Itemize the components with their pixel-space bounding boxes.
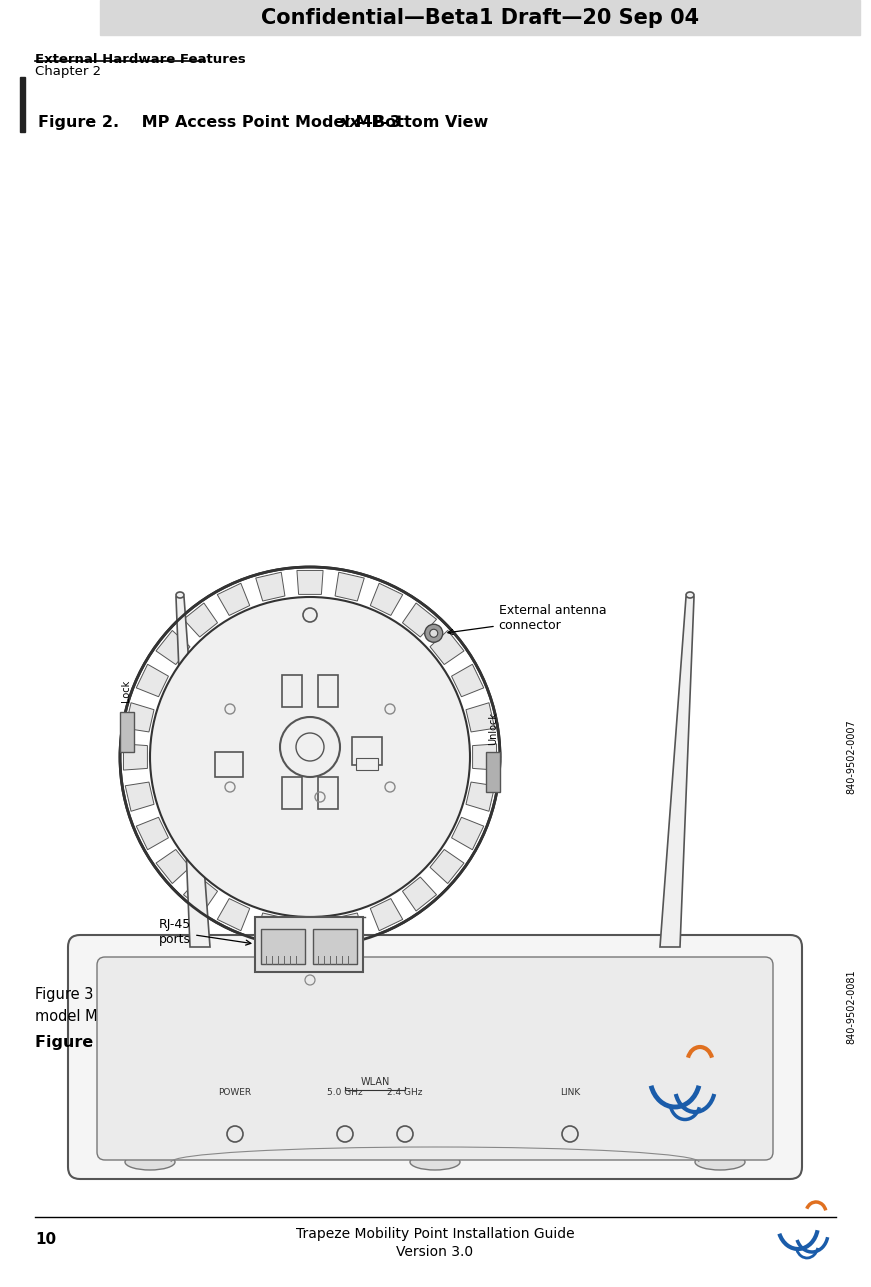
Polygon shape bbox=[370, 898, 402, 931]
Text: WLAN: WLAN bbox=[361, 1077, 389, 1088]
Text: Lock: Lock bbox=[121, 680, 131, 701]
Text: 840-9502-0007: 840-9502-0007 bbox=[846, 719, 856, 794]
Polygon shape bbox=[430, 849, 464, 884]
Text: Version 3.0: Version 3.0 bbox=[396, 1245, 474, 1259]
Polygon shape bbox=[125, 782, 154, 811]
Bar bbox=[261, 929, 305, 964]
Polygon shape bbox=[217, 898, 250, 931]
Bar bbox=[356, 758, 378, 770]
Polygon shape bbox=[466, 782, 495, 811]
Bar bbox=[255, 918, 363, 972]
Text: 840-9502-0081: 840-9502-0081 bbox=[846, 969, 856, 1044]
Polygon shape bbox=[466, 703, 495, 732]
Polygon shape bbox=[451, 817, 483, 849]
Polygon shape bbox=[430, 631, 464, 664]
Text: Confidential—Beta1 Draft—20 Sep 04: Confidential—Beta1 Draft—20 Sep 04 bbox=[261, 8, 699, 28]
Text: 2.4 GHz: 2.4 GHz bbox=[388, 1088, 422, 1097]
Bar bbox=[282, 674, 302, 707]
Text: Figure 2.    MP Access Point Model MP-3: Figure 2. MP Access Point Model MP-3 bbox=[38, 115, 401, 130]
Polygon shape bbox=[256, 573, 285, 601]
Polygon shape bbox=[297, 920, 323, 943]
Text: model MP-52.: model MP-52. bbox=[35, 1009, 135, 1024]
Text: 10: 10 bbox=[35, 1232, 56, 1247]
Text: External antenna
connector: External antenna connector bbox=[448, 605, 606, 634]
Polygon shape bbox=[124, 744, 147, 770]
Polygon shape bbox=[184, 604, 218, 637]
Text: Figure 3.    MP Access Point Model MP-52—Front View: Figure 3. MP Access Point Model MP-52—Fr… bbox=[35, 1035, 522, 1050]
Ellipse shape bbox=[176, 592, 184, 598]
Text: Port 1: Port 1 bbox=[319, 994, 355, 1006]
Polygon shape bbox=[370, 583, 402, 615]
Polygon shape bbox=[473, 744, 496, 770]
Bar bbox=[282, 777, 302, 810]
Text: Figure 3 and Figure 4 show the external hardware features of MP access point: Figure 3 and Figure 4 show the external … bbox=[35, 987, 605, 1003]
Text: Unlock: Unlock bbox=[488, 712, 498, 745]
Polygon shape bbox=[335, 912, 364, 942]
Bar bbox=[100, 0, 860, 35]
Ellipse shape bbox=[410, 1154, 460, 1170]
Ellipse shape bbox=[125, 1154, 175, 1170]
Text: LINK: LINK bbox=[560, 1088, 580, 1097]
Polygon shape bbox=[217, 583, 250, 615]
Bar bbox=[318, 777, 338, 810]
Text: Chapter 2: Chapter 2 bbox=[35, 66, 101, 79]
Polygon shape bbox=[136, 817, 168, 849]
Bar bbox=[313, 929, 357, 964]
Ellipse shape bbox=[695, 1154, 745, 1170]
Text: —Bottom View: —Bottom View bbox=[357, 115, 489, 130]
Polygon shape bbox=[176, 597, 210, 947]
Circle shape bbox=[425, 624, 442, 642]
Polygon shape bbox=[156, 849, 190, 884]
Polygon shape bbox=[136, 664, 168, 696]
Circle shape bbox=[150, 597, 470, 918]
Bar bbox=[352, 737, 382, 764]
Bar bbox=[120, 712, 134, 752]
Bar bbox=[20, 77, 25, 133]
Text: Trapeze Mobility Point Installation Guide: Trapeze Mobility Point Installation Guid… bbox=[295, 1227, 574, 1241]
Bar bbox=[215, 752, 243, 777]
FancyBboxPatch shape bbox=[68, 934, 802, 1179]
Polygon shape bbox=[335, 573, 364, 601]
Ellipse shape bbox=[686, 592, 694, 598]
Polygon shape bbox=[402, 876, 436, 911]
Text: xx: xx bbox=[340, 115, 361, 130]
Polygon shape bbox=[125, 703, 154, 732]
Text: Port 2: Port 2 bbox=[267, 994, 303, 1006]
Text: RJ-45
ports: RJ-45 ports bbox=[159, 918, 251, 946]
Polygon shape bbox=[402, 604, 436, 637]
Bar bbox=[318, 674, 338, 707]
Text: POWER: POWER bbox=[219, 1088, 252, 1097]
Polygon shape bbox=[660, 597, 694, 947]
Bar bbox=[486, 752, 500, 792]
Polygon shape bbox=[184, 876, 218, 911]
Text: External Hardware Features: External Hardware Features bbox=[35, 53, 246, 66]
Polygon shape bbox=[256, 912, 285, 942]
FancyBboxPatch shape bbox=[97, 958, 773, 1160]
Text: 5.0 GHz: 5.0 GHz bbox=[327, 1088, 363, 1097]
Polygon shape bbox=[156, 631, 190, 664]
Circle shape bbox=[429, 629, 438, 637]
Circle shape bbox=[120, 568, 500, 947]
Polygon shape bbox=[297, 570, 323, 595]
Polygon shape bbox=[451, 664, 483, 696]
